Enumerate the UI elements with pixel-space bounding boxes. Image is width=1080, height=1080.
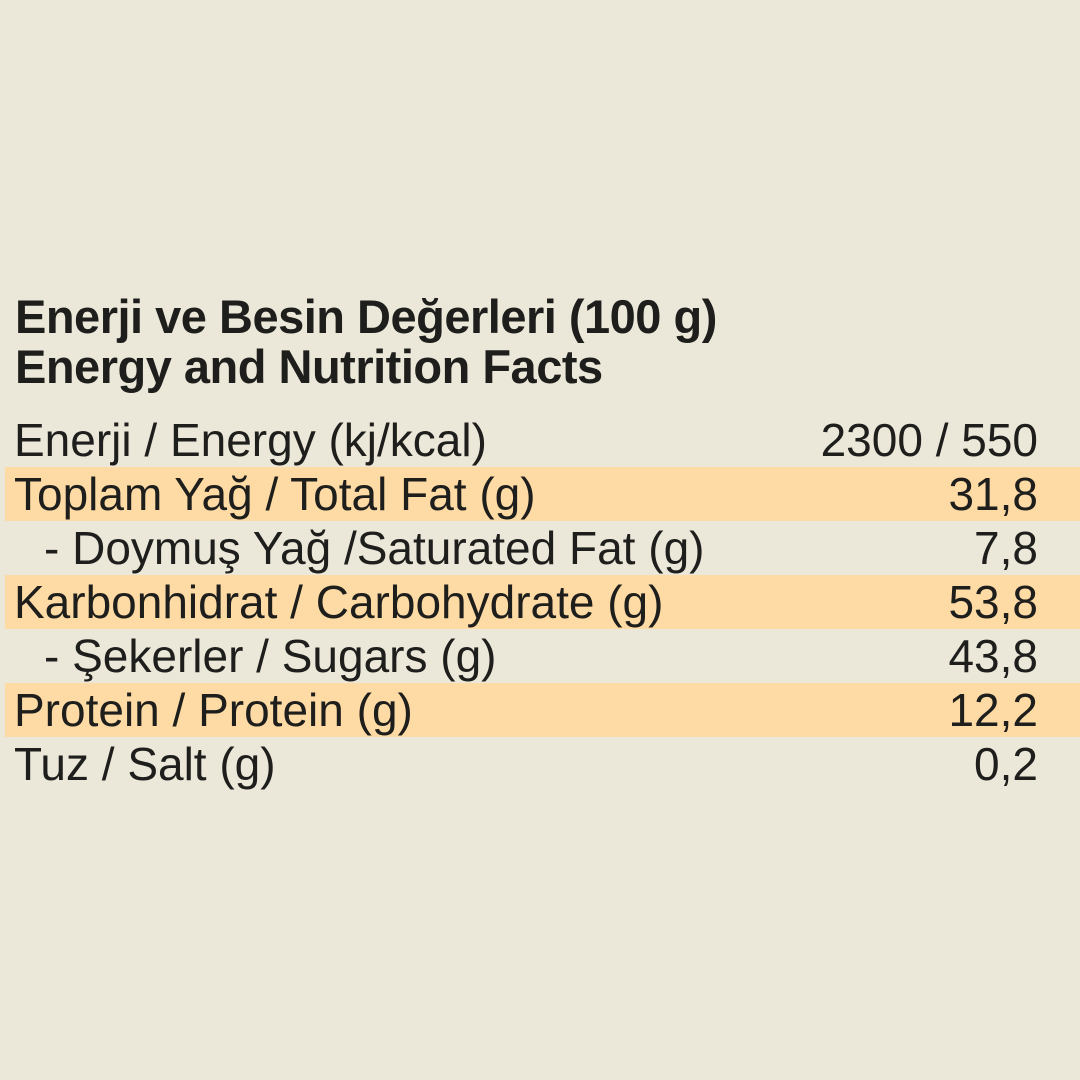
- table-row-protein: Protein / Protein (g) 12,2: [0, 683, 1080, 737]
- row-label: Enerji / Energy (kj/kcal): [14, 414, 487, 466]
- row-label: - Şekerler / Sugars (g): [44, 630, 497, 682]
- row-value: 43,8: [948, 630, 1038, 682]
- title-line-english: Energy and Nutrition Facts: [15, 340, 603, 393]
- table-row-total-fat: Toplam Yağ / Total Fat (g) 31,8: [0, 467, 1080, 521]
- row-value: 0,2: [974, 738, 1038, 790]
- row-value: 2300 / 550: [820, 414, 1038, 466]
- row-value: 7,8: [974, 522, 1038, 574]
- row-label: Karbonhidrat / Carbohydrate (g): [14, 576, 664, 628]
- table-row-energy: Enerji / Energy (kj/kcal) 2300 / 550: [0, 413, 1080, 467]
- nutrition-table: Enerji / Energy (kj/kcal) 2300 / 550 Top…: [0, 413, 1080, 791]
- row-value: 12,2: [948, 684, 1038, 736]
- row-label: Toplam Yağ / Total Fat (g): [14, 468, 536, 520]
- title-line-turkish: Enerji ve Besin Değerleri (100 g): [15, 290, 717, 343]
- table-row-carbohydrate: Karbonhidrat / Carbohydrate (g) 53,8: [0, 575, 1080, 629]
- table-row-saturated-fat: - Doymuş Yağ /Saturated Fat (g) 7,8: [0, 521, 1080, 575]
- row-value: 53,8: [948, 576, 1038, 628]
- row-label: - Doymuş Yağ /Saturated Fat (g): [44, 522, 705, 574]
- row-label: Tuz / Salt (g): [14, 738, 276, 790]
- row-label: Protein / Protein (g): [14, 684, 413, 736]
- table-row-salt: Tuz / Salt (g) 0,2: [0, 737, 1080, 791]
- table-row-sugars: - Şekerler / Sugars (g) 43,8: [0, 629, 1080, 683]
- row-value: 31,8: [948, 468, 1038, 520]
- label-title: Enerji ve Besin Değerleri (100 g) Energy…: [15, 292, 717, 392]
